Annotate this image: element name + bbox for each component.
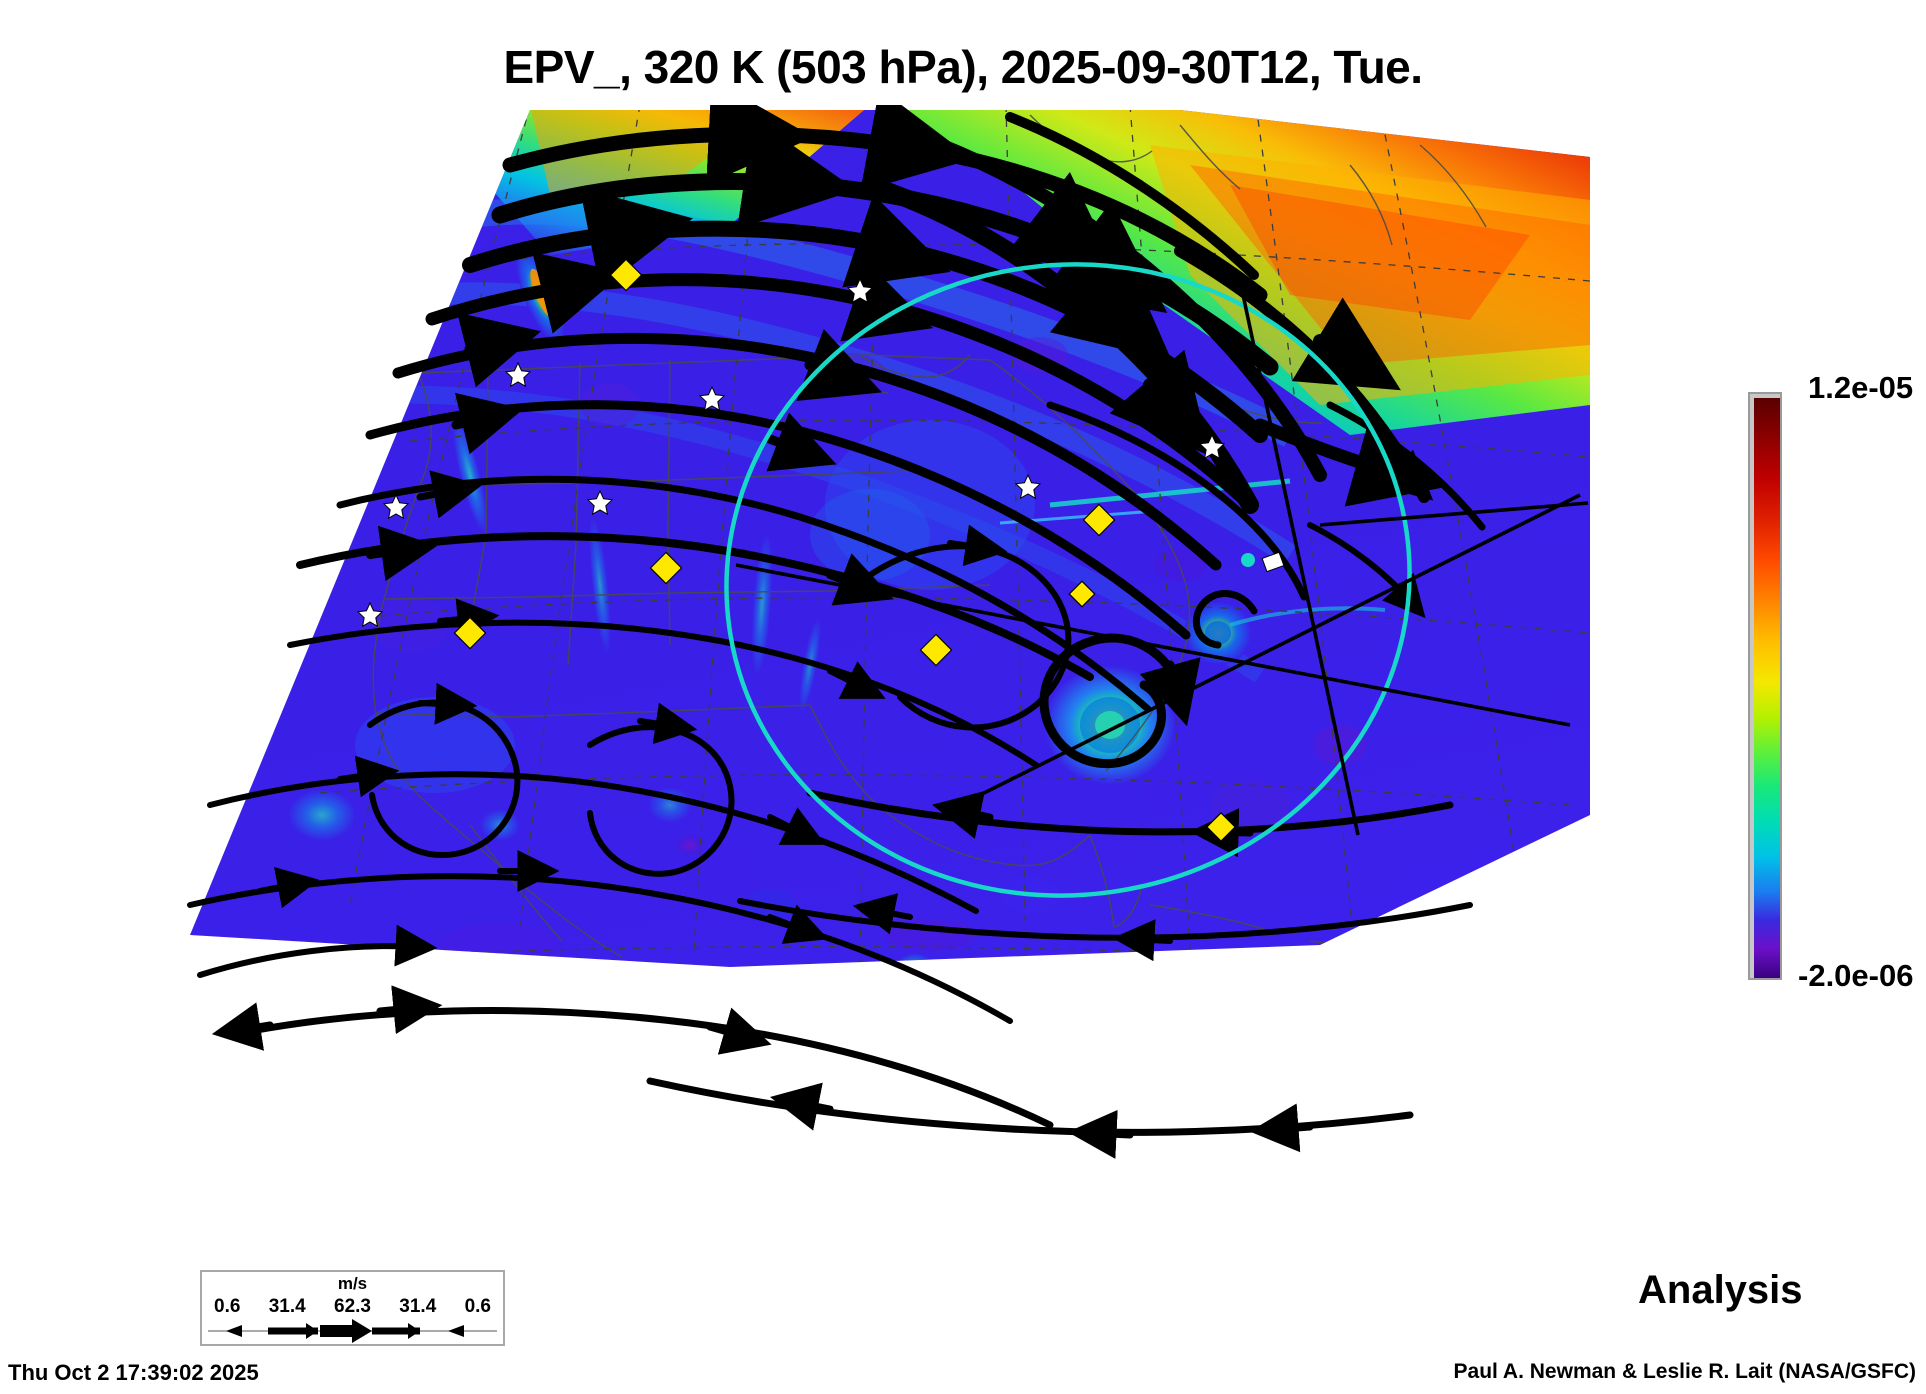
wind-tick-3: 62.3 (334, 1296, 371, 1317)
epv-field (190, 110, 1590, 967)
colorbar-gradient (1754, 398, 1780, 978)
colorbar-max-label: 1.2e-05 (1808, 370, 1914, 405)
colorbar-frame (1748, 392, 1782, 980)
map-canvas[interactable] (170, 105, 1590, 1285)
wind-tick-5: 0.6 (464, 1296, 491, 1317)
colorbar-min-label: -2.0e-06 (1798, 958, 1914, 993)
flight-tracks (735, 289, 1589, 836)
station-markers[interactable] (356, 277, 1285, 628)
wind-legend-arrows (208, 1319, 497, 1343)
site-markers[interactable] (453, 258, 1236, 842)
generation-timestamp: Thu Oct 2 17:39:02 2025 (8, 1360, 259, 1385)
wind-legend-unit: m/s (337, 1274, 368, 1293)
wind-legend-ticks: 0.6 31.4 62.3 31.4 0.6 (202, 1296, 503, 1318)
wind-tick-2: 31.4 (268, 1296, 306, 1317)
wind-speed-legend: m/s 0.6 31.4 62.3 31.4 0.6 (200, 1270, 505, 1346)
range-ring (724, 262, 1412, 898)
author-credit: Paul A. Newman & Leslie R. Lait (NASA/GS… (1453, 1360, 1916, 1383)
wind-tick-4: 31.4 (399, 1296, 437, 1317)
colorbar: 1.2e-05 -2.0e-06 (1742, 370, 1926, 993)
map-panel[interactable] (170, 105, 1590, 1285)
page-title: EPV_, 320 K (503 hPa), 2025-09-30T12, Tu… (503, 41, 1423, 93)
wind-tick-1: 0.6 (214, 1296, 241, 1317)
product-type-label: Analysis (1638, 1268, 1803, 1312)
